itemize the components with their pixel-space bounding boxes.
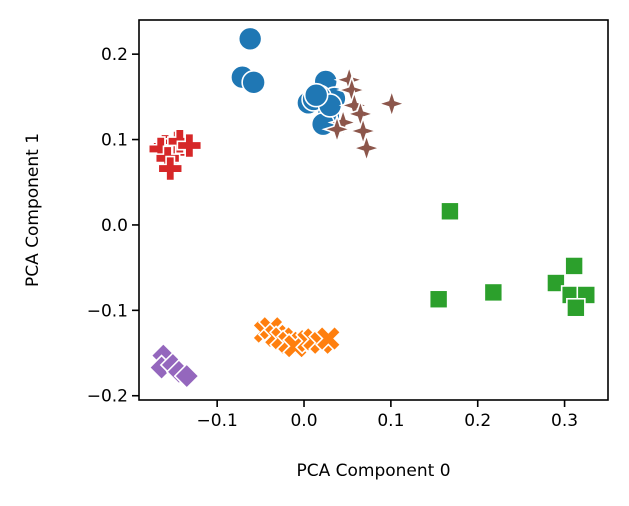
y-tick-label: −0.1 — [87, 301, 128, 321]
x-axis-ticks: −0.1 0.0 0.1 0.2 0.3 — [197, 400, 578, 431]
x-tick-label: 0.0 — [290, 411, 317, 431]
data-point — [428, 289, 449, 310]
data-point — [564, 256, 584, 276]
y-tick-label: 0.1 — [101, 131, 128, 151]
y-tick-label: 0.0 — [101, 216, 128, 236]
data-point — [237, 26, 263, 52]
x-tick-label: −0.1 — [197, 411, 238, 431]
data-point — [173, 362, 200, 390]
data-point — [315, 325, 342, 352]
x-tick-label: 0.1 — [377, 411, 404, 431]
data-point — [157, 155, 184, 182]
y-axis-ticks: −0.2 −0.1 0.0 0.1 0.2 — [87, 45, 139, 407]
x-tick-label: 0.3 — [551, 411, 578, 431]
data-point — [321, 113, 353, 145]
x-axis-label: PCA Component 0 — [296, 461, 450, 481]
y-tick-label: −0.2 — [87, 387, 128, 407]
data-point — [303, 82, 329, 108]
data-point — [376, 88, 408, 120]
data-point — [566, 297, 586, 318]
x-tick-label: 0.2 — [464, 411, 491, 431]
data-point — [483, 282, 504, 303]
data-points-layer — [147, 26, 597, 390]
plot-frame — [138, 19, 609, 401]
data-point — [546, 273, 566, 293]
data-point — [176, 132, 203, 159]
data-point — [350, 132, 383, 164]
y-axis-label: PCA Component 1 — [23, 133, 43, 287]
data-point — [440, 201, 460, 222]
data-point — [241, 70, 266, 95]
y-tick-label: 0.2 — [101, 45, 128, 65]
